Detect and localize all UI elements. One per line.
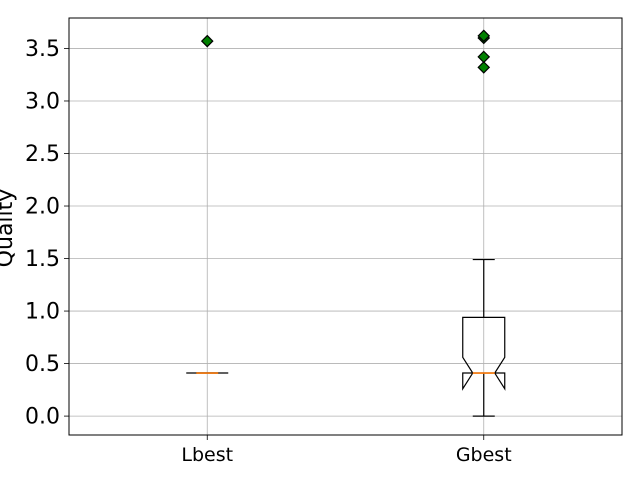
box-lbest xyxy=(186,34,229,374)
y-axis-label: Quality xyxy=(0,189,18,268)
outlier-point xyxy=(200,34,214,48)
y-tick-label: 0.0 xyxy=(25,405,60,430)
box-gbest xyxy=(462,29,506,417)
x-tick-label-gbest: Gbest xyxy=(456,444,512,466)
outlier-point xyxy=(477,61,491,74)
plot-frame xyxy=(68,17,623,436)
grid-lines xyxy=(69,18,622,435)
y-tick-label: 2.0 xyxy=(25,195,60,220)
y-tick-label: 2.5 xyxy=(25,142,60,167)
outlier-point xyxy=(477,50,491,64)
outlier-point xyxy=(477,29,491,43)
y-tick-label: 3.5 xyxy=(25,37,60,62)
box-body xyxy=(462,316,506,391)
y-tick-label: 3.0 xyxy=(25,89,60,114)
box-layer xyxy=(186,29,506,417)
y-tick-label: 0.5 xyxy=(25,352,60,377)
x-tick-label-lbest: Lbest xyxy=(181,444,233,466)
y-tick-label: 1.0 xyxy=(25,300,60,325)
y-tick-label: 1.5 xyxy=(25,247,60,272)
axes: 0.0 0.5 1.0 1.5 2.0 2.5 3.0 3.5 Lbest Gbest xyxy=(25,17,623,466)
